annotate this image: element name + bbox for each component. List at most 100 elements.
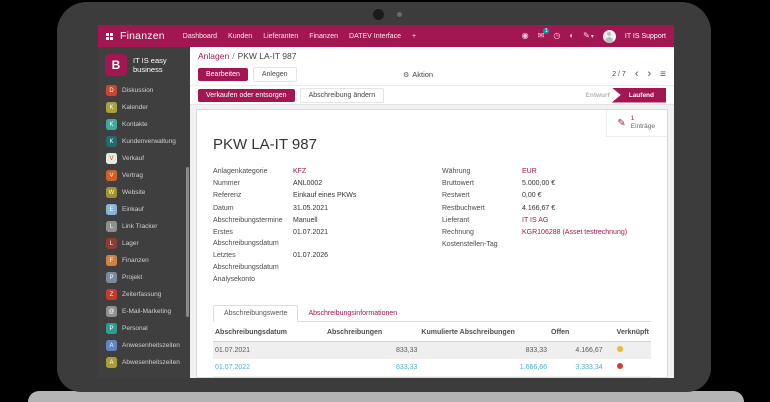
screen: Finanzen Dashboard Kunden Lieferanten Fi…	[98, 25, 674, 378]
sidebar-item-diskussion[interactable]: D Diskussion	[98, 82, 190, 99]
col-verknuepft[interactable]: Verknüpft	[604, 323, 651, 342]
main-area: Anlagen / PKW LA-IT 987 Bearbeiten Anlegen…	[190, 47, 674, 378]
sidebar-item-kontakte[interactable]: K Kontakte	[98, 116, 190, 133]
kontakte-app-icon: K	[106, 119, 117, 130]
stat-count: 1	[630, 115, 635, 122]
sidebar-brand[interactable]: B IT IS easy business	[98, 47, 190, 82]
monitor-frame: Finanzen Dashboard Kunden Lieferanten Fi…	[57, 2, 711, 392]
state-running[interactable]: Laufend	[611, 87, 666, 103]
sell-dispose-button[interactable]: Verkaufen oder entsorgen	[198, 88, 295, 102]
status-dot	[616, 363, 623, 370]
sidebar-item-projekt[interactable]: P Projekt	[98, 269, 190, 286]
brand-name: IT IS easy business	[133, 56, 167, 74]
field-referenz: Referenz Einkauf eines PKWs	[213, 192, 357, 200]
current-app-title[interactable]: Finanzen	[120, 30, 165, 42]
verkauf-app-icon: V	[106, 153, 117, 164]
sidebar-item-website[interactable]: W Website	[98, 184, 190, 201]
field-lieferant: Lieferant IT IS AG	[442, 216, 549, 224]
menu-item-datev-interface[interactable]: DATEV Interface	[349, 32, 402, 40]
col-kumulierte-abschreibungen[interactable]: Kumulierte Abschreibungen	[419, 323, 550, 342]
messages-badge: 1	[543, 28, 550, 34]
bell-icon[interactable]: ◉	[521, 31, 529, 40]
edit-button[interactable]: Bearbeiten	[198, 68, 248, 81]
depreciation-table: Abschreibungsdatum Abschreibungen Kumuli…	[213, 323, 651, 377]
state-widget: Entwurf Laufend	[585, 87, 666, 103]
sidebar-item-anwesenheitszeiten[interactable]: A Anwesenheitszeiten	[98, 337, 190, 354]
avatar[interactable]	[602, 29, 616, 43]
sidebar-item-kundenverwaltung[interactable]: K Kundenverwaltung	[98, 133, 190, 150]
sidebar-item-abwesenheitszeiten[interactable]: A Abwesenheitszeiten	[98, 354, 190, 371]
modify-depreciation-button[interactable]: Abschreibung ändern	[299, 87, 385, 103]
col-abschreibungsdatum[interactable]: Abschreibungsdatum	[213, 323, 325, 342]
field-analysekonto: Analysekonto	[213, 275, 256, 283]
list-view-icon[interactable]: ≡	[660, 69, 666, 80]
field-rechnung: Rechnung KGR106288 (Asset testrechnung)	[442, 228, 628, 236]
sidebar-item-kalender[interactable]: K Kalender	[98, 99, 190, 116]
action-menu-button[interactable]: ⚙ Aktion	[402, 70, 434, 79]
menu-item-finanzen[interactable]: Finanzen	[309, 32, 339, 40]
statusbar: Verkaufen oder entsorgen Abschreibung än…	[190, 85, 674, 105]
col-abschreibungen[interactable]: Abschreibungen	[324, 323, 420, 342]
top-navbar: Finanzen Dashboard Kunden Lieferanten Fi…	[98, 25, 674, 47]
create-button[interactable]: Anlegen	[252, 67, 297, 82]
col-offen[interactable]: Offen	[549, 323, 605, 342]
monitor-stand	[28, 391, 744, 402]
sidebar-item-zeiterfassung[interactable]: Z Zeiterfassung	[98, 286, 190, 303]
notebook-tabs: Abschreibungswerte Abschreibungsinformat…	[213, 304, 651, 322]
field-column-left: Anlagenkategorie KFZ Nummer ANL0002 Refere…	[213, 166, 432, 286]
activity-clock-icon[interactable]: ◷	[553, 31, 561, 40]
menu-item-kunden[interactable]: Kunden	[228, 32, 253, 40]
apps-menu-icon[interactable]	[106, 32, 113, 40]
kundenverwaltung-app-icon: K	[106, 136, 117, 147]
table-row[interactable]: 01.07.2022 833,33 1.666,66 3.333,34	[213, 359, 651, 376]
user-menu[interactable]: IT IS Support	[624, 32, 666, 40]
personal-app-icon: P	[106, 323, 117, 334]
tab-abschreibungsinformationen[interactable]: Abschreibungsinformationen	[308, 309, 398, 317]
field-nummer: Nummer ANL0002	[213, 180, 323, 188]
pager-next-icon[interactable]: ›	[647, 68, 652, 80]
table-row[interactable]: 01.07.2023 833,33 2.499,99 2.500,01	[213, 375, 651, 377]
pencil-icon: ✎	[617, 117, 626, 129]
abwesenheitszeiten-app-icon: A	[106, 357, 117, 368]
menu-item-lieferanten[interactable]: Lieferanten	[263, 32, 299, 40]
sidebar-item-email-marketing[interactable]: @ E-Mail-Marketing	[98, 303, 190, 320]
stat-label: Einträge	[630, 123, 655, 131]
link-tracker-app-icon: L	[106, 221, 117, 232]
menu-item-dashboard[interactable]: Dashboard	[182, 32, 218, 40]
sidebar-item-vertrag[interactable]: V Vertrag	[98, 167, 190, 184]
brand-logo: B	[105, 54, 127, 76]
sidebar-item-finanzen[interactable]: F Finanzen	[98, 252, 190, 269]
sidebar-item-einkauf[interactable]: E Einkauf	[98, 201, 190, 218]
sidebar-item-lager[interactable]: L Lager	[98, 235, 190, 252]
field-bruttowert: Bruttowert 5.000,00 €	[442, 180, 556, 188]
sidebar-scrollbar[interactable]	[186, 167, 189, 317]
form-sheet: ✎ 1 Einträge PKW LA-IT 987 Anlagenkatego…	[196, 109, 668, 378]
projekt-app-icon: P	[106, 272, 117, 283]
menu-item-add[interactable]: +	[412, 32, 417, 40]
sidebar-item-link-tracker[interactable]: L Link Tracker	[98, 218, 190, 235]
einkauf-app-icon: E	[106, 204, 117, 215]
journal-entries-stat-button[interactable]: ✎ 1 Einträge	[606, 110, 667, 138]
form-view-background: ✎ 1 Einträge PKW LA-IT 987 Anlagenkatego…	[190, 105, 674, 378]
anwesenheitszeiten-app-icon: A	[106, 340, 117, 351]
messages-icon[interactable]: ✉ 1	[537, 28, 550, 40]
field-erstes-abschreibungsdatum: Erstes Abschreibungsdatum 01.07.2021	[213, 228, 329, 248]
breadcrumb: Anlagen / PKW LA-IT 987	[190, 47, 674, 64]
table-header-row: Abschreibungsdatum Abschreibungen Kumuli…	[213, 323, 651, 342]
field-group: Anlagenkategorie KFZ Nummer ANL0002 Refere…	[213, 166, 651, 286]
state-draft[interactable]: Entwurf	[585, 91, 610, 99]
field-abschreibungstermine: Abschreibungstermine Manuell	[213, 216, 318, 224]
tab-abschreibungswerte[interactable]: Abschreibungswerte	[213, 304, 299, 322]
chevron-down-icon: ▾	[590, 34, 594, 40]
pager-previous-icon[interactable]: ‹	[634, 68, 639, 80]
sidebar-item-verkauf[interactable]: V Verkauf	[98, 150, 190, 167]
field-restwert: Restwert 0,00 €	[442, 192, 542, 200]
debug-pencil-icon[interactable]: ✎▾	[583, 31, 594, 41]
table-row[interactable]: 01.07.2021 833,33 833,33 4.166,67	[213, 341, 651, 359]
record-title: PKW LA-IT 987	[213, 136, 317, 153]
dark-mode-icon[interactable]: ◐	[569, 31, 575, 40]
pager-counter: 2 / 7	[612, 71, 626, 78]
sidebar-item-personal[interactable]: P Personal	[98, 320, 190, 337]
breadcrumb-anlagen[interactable]: Anlagen	[198, 51, 230, 61]
record-pager: 2 / 7 ‹ › ≡	[612, 68, 666, 81]
